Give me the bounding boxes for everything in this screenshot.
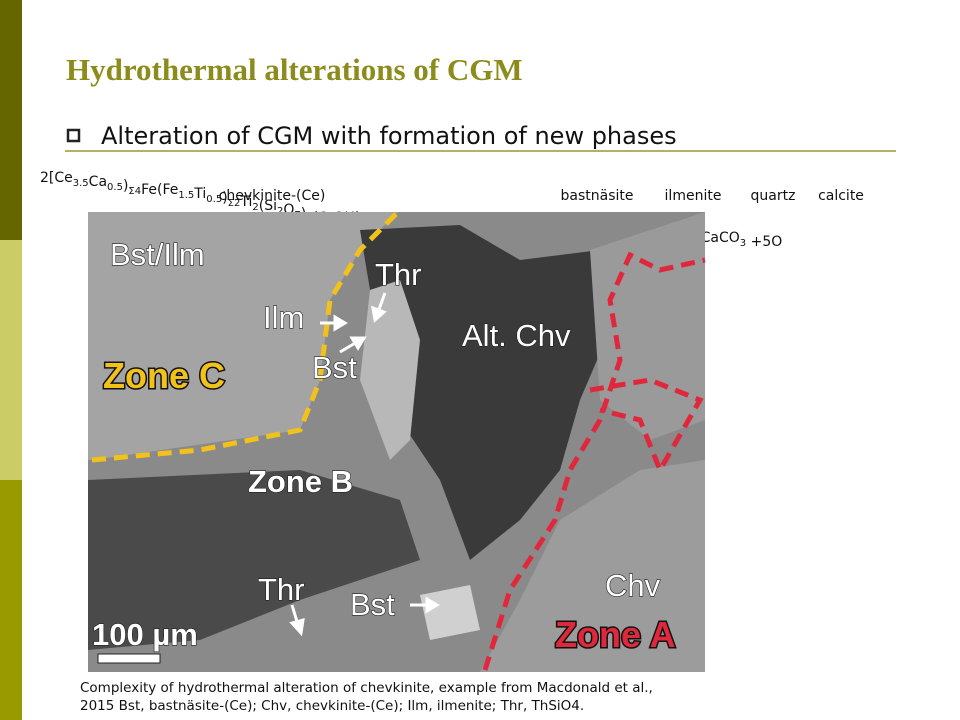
equation-subscript: 3 xyxy=(740,238,746,249)
bullet-icon xyxy=(66,128,81,143)
zone-label: Zone A xyxy=(555,614,676,655)
scale-bar-label: 100 µm xyxy=(92,617,198,652)
equation-part: 2[Ce xyxy=(40,170,73,186)
equation-part: ) xyxy=(222,190,227,206)
equation-part: Ti xyxy=(239,194,252,210)
image-label: Bst/Ilm xyxy=(110,237,205,272)
image-label: Thr xyxy=(258,572,305,607)
equation-part: Ti xyxy=(193,186,206,202)
equation-part: Fe(Fe xyxy=(141,182,178,198)
equation-subscript: Σ2 xyxy=(228,198,241,209)
image-label: Chv xyxy=(605,568,661,603)
equation-subscript: Σ4 xyxy=(128,186,141,197)
zone-label: Zone C xyxy=(103,355,225,396)
image-label: Bst xyxy=(312,350,357,385)
equation-label: calcite xyxy=(818,188,864,204)
equation-part: O xyxy=(283,202,294,218)
micrograph xyxy=(88,210,706,672)
image-label: Thr xyxy=(375,257,422,292)
equation-subscript: 1.5 xyxy=(178,190,194,201)
image-label: Zone B xyxy=(248,464,353,499)
caption-line: Complexity of hydrothermal alteration of… xyxy=(80,680,653,696)
equation-label: bastnäsite xyxy=(561,188,634,204)
equation-part: Ca xyxy=(89,174,107,190)
equation-subscript: 3.5 xyxy=(73,178,89,189)
slide-title: Hydrothermal alterations of CGM xyxy=(66,52,523,87)
equation-label: chevkinite-(Ce) xyxy=(219,188,326,204)
equation-part: (Si xyxy=(259,198,277,214)
image-label: Ilm xyxy=(263,300,304,335)
equation-subscript: 2 xyxy=(252,202,258,213)
sidebar-stripe xyxy=(0,0,22,240)
image-label: Bst xyxy=(350,587,395,622)
equation-part: +5O xyxy=(746,234,782,250)
bullet-text: Alteration of CGM with formation of new … xyxy=(101,122,677,150)
equation-subscript: 2 xyxy=(277,206,283,217)
equation-subscript: 0.5 xyxy=(107,182,123,193)
equation-label: ilmenite xyxy=(665,188,722,204)
caption-line: 2015 Bst, bastnäsite-(Ce); Chv, chevkini… xyxy=(80,698,584,714)
image-label: Alt. Chv xyxy=(462,318,571,353)
equation-part: ) xyxy=(123,178,128,194)
equation-label: quartz xyxy=(751,188,796,204)
equation-subscript: 0.5 xyxy=(206,194,222,205)
sidebar-stripe xyxy=(0,480,22,720)
sidebar-stripe xyxy=(0,240,22,480)
